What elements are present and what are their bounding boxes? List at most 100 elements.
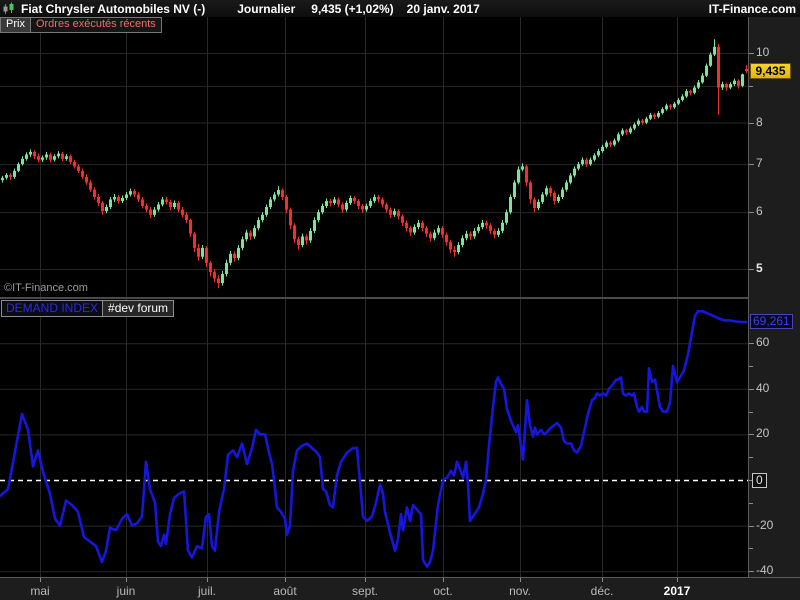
candle-body [317,212,320,221]
candle-body [265,207,268,215]
candle-body [517,169,520,183]
watermark: ©IT-Finance.com [4,282,88,294]
axis-tick [749,433,754,435]
axis-tick [749,547,753,549]
axis-tick [749,388,754,390]
axis-tick [749,342,754,344]
candle-body [489,225,492,231]
candle-body [665,105,668,110]
candle-body [541,194,544,202]
candle-body [441,228,444,235]
candle-body [9,175,12,177]
time-tick [285,578,286,582]
candle-body [213,272,216,279]
candle-body [529,182,532,200]
candle-body [521,166,524,170]
candle-body [717,46,720,88]
candle-body [205,247,208,263]
candle-body [397,211,400,217]
candle-body [325,200,328,207]
candle-body [165,199,168,202]
candle-body [241,239,244,248]
candle-body [197,247,200,257]
candle-body [33,151,36,157]
candle-body [53,156,56,160]
demand-index-line [0,310,748,568]
axis-tick [749,211,754,213]
candle-body [145,206,148,210]
candle-body [101,202,104,212]
candle-body [405,222,408,229]
candle-body [21,158,24,165]
candle-body [37,156,40,160]
indicator-name-label[interactable]: DEMAND INDEX [1,300,104,317]
candle-body [577,164,580,169]
candle-body [741,74,744,86]
candle-body [585,159,588,165]
indicator-value-tag: 69,261 [750,314,793,329]
candle-body [657,112,660,117]
axis-label: 6 [756,204,763,218]
candle-body [485,222,488,226]
price-axis[interactable]: 10 8 7 6 5 60 40 20 0 -20 -40 [748,17,800,577]
title-bar: Fiat Chrysler Automobiles NV (-) Journal… [0,0,800,17]
candle-body [113,196,116,200]
candle-body [477,227,480,231]
candle-body [261,214,264,221]
axis-tick [749,52,754,54]
axis-label: 60 [756,335,770,349]
axis-label: 10 [756,45,770,59]
candle-body [437,228,440,233]
indicator-comment-label: #dev forum [103,300,175,317]
candle-body [121,197,124,201]
candle-body [257,220,260,229]
time-axis[interactable]: mai juin juil. août sept. oct. nov. déc. 2017 [0,577,800,600]
candle-body [497,230,500,235]
candle-body [369,200,372,207]
candle-body [57,153,60,157]
candle-body [225,262,228,275]
candle-body [321,206,324,213]
candle-body [217,278,220,284]
candle-body [29,151,32,155]
candle-body [361,206,364,210]
candle-body [545,188,548,195]
candle-body [697,82,700,88]
candle-body [421,222,424,229]
candle-body [41,157,44,160]
price-chart-canvas[interactable] [0,17,748,297]
time-tick [40,578,41,582]
candle-body [525,166,528,183]
candle-body [737,80,740,86]
candle-body [449,242,452,250]
instrument-title: Fiat Chrysler Automobiles NV (-) [21,1,206,16]
candle-body [561,189,564,197]
candle-body [153,209,156,215]
timeframe-label: Journalier [237,1,296,16]
candle-body [641,120,644,123]
tab-prix[interactable]: Prix [0,17,30,33]
time-tick [602,578,603,582]
candle-body [221,274,224,284]
candle-body [429,233,432,239]
axis-tick [749,525,754,527]
time-label: mai [30,584,50,598]
tab-orders-executes[interactable]: Ordres exécutés récents [29,17,162,33]
candle-body [125,194,128,198]
candle-body [389,209,392,215]
axis-tick [749,502,753,504]
candle-body [481,222,484,228]
candle-body [13,170,16,177]
panel-separator[interactable] [0,297,800,299]
candle-body [633,124,636,129]
candle-body [673,103,676,108]
candle-body [505,212,508,223]
time-label: juin [116,584,136,598]
indicator-chart-canvas[interactable] [0,299,748,577]
axis-label: 7 [756,156,763,170]
candle-body [745,68,748,72]
candle-body [581,159,584,165]
time-label: nov. [509,584,531,598]
candle-body [133,191,136,195]
candle-body [453,249,456,253]
